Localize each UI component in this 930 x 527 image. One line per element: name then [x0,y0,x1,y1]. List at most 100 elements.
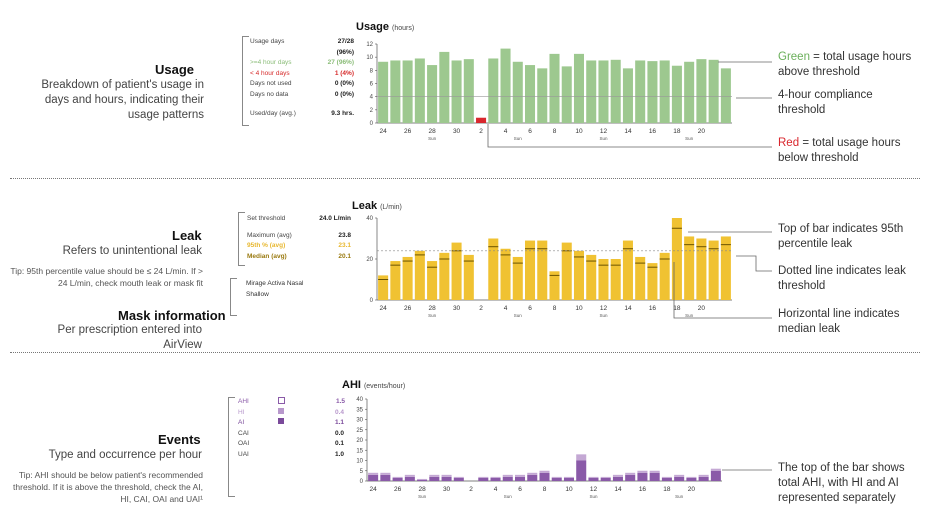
stat-value: 9.3 hrs. [331,110,354,117]
ahi-hi-bar [551,476,562,478]
ahi-hi-bar [502,474,513,477]
leak-bar [561,242,572,300]
x-tick-label: 14 [614,486,622,493]
leak-section-title: Leak [172,228,202,243]
x-tick-label: 8 [553,305,557,312]
mask-bracket [230,278,237,316]
x-tick-label: 16 [649,305,657,312]
y-tick-label: 0 [370,121,374,127]
usage-bar [635,60,646,123]
ahi-ai-bar [380,474,391,481]
y-tick-label: 10 [356,459,363,465]
x-tick-label: 12 [600,305,608,312]
x-tick-label: 28 [418,486,426,493]
x-sub-label: Sun [504,494,513,499]
ahi-hi-bar [563,476,575,478]
stat-label: AI [238,419,245,426]
usage-bar [671,65,682,123]
ahi-hi-bar [661,476,672,478]
leak-horizontal-annotation: Horizontal line indicates median leak [778,308,900,335]
x-sub-label: Sun [428,136,437,141]
ahi-hi-bar [600,476,611,478]
ahi-hi-bar [649,470,660,473]
usage-red-annotation: Red = total usage hours below threshold [778,137,901,164]
leak-stats-panel: Set threshold 24.0 L/min Maximum (avg) 23.8… [247,214,351,262]
stat-label: HI [238,408,245,416]
ahi-ai-bar [441,476,452,481]
x-sub-label: Sun [428,313,437,318]
stat-label: Days not used [250,80,292,87]
stat-value: 27 (96%) [327,59,354,66]
usage-bar [524,65,536,123]
x-tick-label: 2 [479,128,483,135]
leak-chart-title: Leak (L/min) [352,200,402,212]
leak-bar [427,261,438,300]
stat-row: Median (avg) 20.1 [247,252,351,263]
leak-bar [635,256,646,300]
stat-value: 0 (0%) [334,80,354,87]
events-bracket [228,397,235,497]
x-tick-label: 20 [698,128,706,135]
ahi-hi-bar [527,472,538,475]
x-tick-label: 18 [663,486,671,493]
x-sub-label: Sun [514,313,523,318]
stat-row: CAI 0.0 [238,429,345,440]
stat-label: Used/day (avg.) [250,110,296,117]
x-sub-label: Sun [599,136,608,141]
x-tick-label: 10 [575,305,583,312]
y-tick-label: 40 [356,397,363,403]
x-tick-label: 30 [443,486,451,493]
leak-bar [451,242,462,300]
x-tick-label: 12 [600,128,608,135]
ahi-hi-bar [686,476,697,478]
stat-label: Days no data [250,90,289,98]
stat-value: 0.1 [334,440,344,447]
stat-label: < 4 hour days [250,69,290,77]
leak-bar [390,261,401,300]
y-tick-label: 40 [366,216,373,222]
usage-bar [696,59,707,123]
stat-value: 0 (0%) [334,90,354,98]
ahi-hi-bar [539,470,550,473]
leak-bar [647,263,658,300]
leak-bar [696,238,707,300]
leak-top-bar-annotation: Top of bar indicates 95th percentile lea… [778,223,904,250]
x-tick-label: 14 [624,128,632,135]
x-tick-label: 6 [528,305,532,312]
legend-swatch [278,407,284,414]
ahi-ai-bar [551,477,562,481]
x-tick-label: 4 [494,486,498,493]
mask-info-panel: Mirage Activa Nasal Shallow [246,279,303,300]
x-tick-label: 18 [673,128,681,135]
ahi-hi-bar [637,470,648,473]
stat-value: 24.0 L/min [319,215,351,222]
x-tick-label: 24 [380,305,388,312]
ahi-hi-bar [514,474,526,477]
usage-section-description: Breakdown of patient's usage in days and… [41,79,204,121]
y-tick-label: 4 [370,95,374,101]
usage-stats-panel: Usage days 27/28 (96%) >=4 hour days 27 (96… [250,37,354,120]
x-tick-label: 28 [428,305,436,312]
ahi-hi-bar [612,474,623,477]
stat-row: Days not used 0 (0%) [250,79,354,90]
usage-bar [549,53,560,123]
ahi-ai-bar [368,474,379,481]
usage-bar [390,60,401,123]
x-tick-label: 28 [428,128,436,135]
ahi-hi-bar [404,474,415,477]
y-tick-label: 35 [356,407,363,413]
usage-bar [476,117,487,123]
ahi-ai-bar [453,477,464,481]
stat-value: 27/28 (96%) [336,38,354,56]
x-tick-label: 30 [453,128,461,135]
ahi-ai-bar [527,474,538,481]
stat-row: < 4 hour days 1 (4%) [250,69,354,80]
usage-bar [659,60,670,123]
stat-value: 0.0 [334,429,344,437]
usage-green-annotation: Green = total usage hours above threshol… [778,51,912,78]
ahi-ai-bar [539,472,550,481]
y-tick-label: 5 [360,469,364,475]
leak-bracket [238,212,245,266]
legend-swatch [278,418,284,424]
usage-bar [378,61,389,123]
